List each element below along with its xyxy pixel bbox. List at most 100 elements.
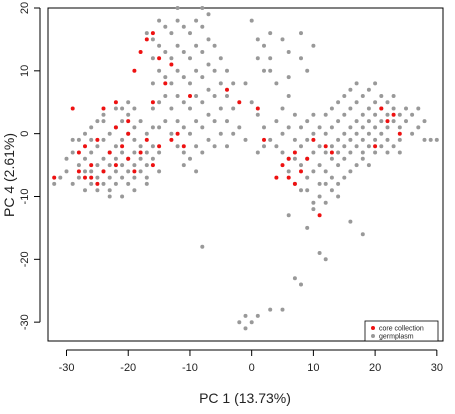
data-points — [52, 6, 439, 331]
point-germplasm — [311, 200, 316, 205]
point-germplasm — [206, 37, 211, 42]
point-germplasm — [206, 62, 211, 67]
point-core-collection — [163, 81, 168, 86]
point-germplasm — [138, 169, 143, 174]
point-germplasm — [181, 75, 186, 80]
point-germplasm — [397, 125, 402, 130]
point-germplasm — [373, 150, 378, 155]
point-germplasm — [157, 18, 162, 23]
point-germplasm — [360, 125, 365, 130]
point-core-collection — [286, 156, 291, 161]
point-germplasm — [280, 131, 285, 136]
point-germplasm — [336, 194, 341, 199]
point-germplasm — [181, 125, 186, 130]
point-core-collection — [76, 169, 81, 174]
point-germplasm — [385, 150, 390, 155]
point-germplasm — [274, 81, 279, 86]
point-core-collection — [280, 163, 285, 168]
point-germplasm — [175, 94, 180, 98]
point-germplasm — [200, 50, 205, 54]
point-germplasm — [329, 106, 334, 111]
point-core-collection — [95, 181, 100, 186]
point-germplasm — [299, 125, 303, 130]
point-germplasm — [113, 106, 118, 111]
point-germplasm — [299, 56, 303, 61]
point-germplasm — [120, 150, 125, 155]
point-germplasm — [188, 156, 192, 161]
point-germplasm — [157, 125, 162, 130]
point-germplasm — [95, 144, 100, 149]
point-germplasm — [373, 137, 378, 142]
point-core-collection — [323, 144, 328, 149]
point-germplasm — [157, 150, 162, 155]
point-core-collection — [299, 169, 303, 174]
point-germplasm — [342, 156, 347, 161]
point-germplasm — [64, 169, 69, 174]
point-germplasm — [132, 188, 137, 193]
point-germplasm — [138, 144, 143, 149]
point-germplasm — [138, 156, 143, 161]
y-tick-label: -20 — [19, 251, 31, 267]
point-core-collection — [225, 87, 229, 92]
point-germplasm — [299, 188, 303, 193]
point-germplasm — [89, 125, 94, 130]
x-tick-label: -10 — [182, 362, 198, 374]
point-germplasm — [354, 163, 359, 168]
point-core-collection — [262, 137, 266, 142]
point-germplasm — [366, 87, 371, 92]
point-germplasm — [255, 37, 260, 42]
point-germplasm — [262, 43, 266, 48]
point-core-collection — [292, 150, 297, 155]
point-germplasm — [206, 12, 211, 17]
y-tick-label: -30 — [19, 314, 31, 330]
point-germplasm — [385, 125, 390, 130]
point-core-collection — [126, 119, 131, 124]
point-germplasm — [225, 119, 229, 124]
point-germplasm — [397, 137, 402, 142]
y-tick-label: 0 — [19, 131, 31, 137]
point-germplasm — [404, 119, 408, 124]
point-germplasm — [231, 131, 236, 136]
point-germplasm — [181, 163, 186, 168]
point-germplasm — [150, 125, 155, 130]
point-core-collection — [311, 137, 316, 142]
point-germplasm — [225, 68, 229, 73]
point-germplasm — [410, 112, 415, 117]
point-germplasm — [305, 175, 310, 180]
point-germplasm — [188, 56, 192, 61]
point-germplasm — [89, 137, 94, 142]
point-germplasm — [101, 112, 106, 117]
point-germplasm — [305, 119, 310, 124]
point-germplasm — [255, 313, 260, 318]
point-germplasm — [175, 43, 180, 48]
point-germplasm — [249, 100, 254, 105]
point-germplasm — [120, 194, 125, 199]
point-germplasm — [70, 137, 75, 142]
point-germplasm — [397, 112, 402, 117]
point-germplasm — [144, 131, 149, 136]
point-germplasm — [101, 156, 106, 161]
point-germplasm — [317, 251, 322, 255]
point-germplasm — [299, 282, 303, 287]
point-germplasm — [237, 320, 242, 325]
point-germplasm — [157, 169, 162, 174]
point-core-collection — [274, 175, 279, 180]
point-germplasm — [336, 119, 341, 124]
point-germplasm — [113, 181, 118, 186]
x-axis-title: PC 1 (13.73%) — [199, 390, 291, 406]
point-germplasm — [317, 125, 322, 130]
point-core-collection — [89, 175, 94, 180]
point-germplasm — [126, 112, 131, 117]
point-germplasm — [120, 137, 125, 142]
point-germplasm — [323, 181, 328, 186]
point-germplasm — [292, 137, 297, 142]
point-germplasm — [373, 112, 378, 117]
point-germplasm — [262, 125, 266, 130]
point-germplasm — [150, 156, 155, 161]
point-germplasm — [391, 94, 396, 98]
point-germplasm — [206, 137, 211, 142]
point-germplasm — [150, 56, 155, 61]
point-core-collection — [132, 68, 137, 73]
point-germplasm — [311, 207, 316, 212]
